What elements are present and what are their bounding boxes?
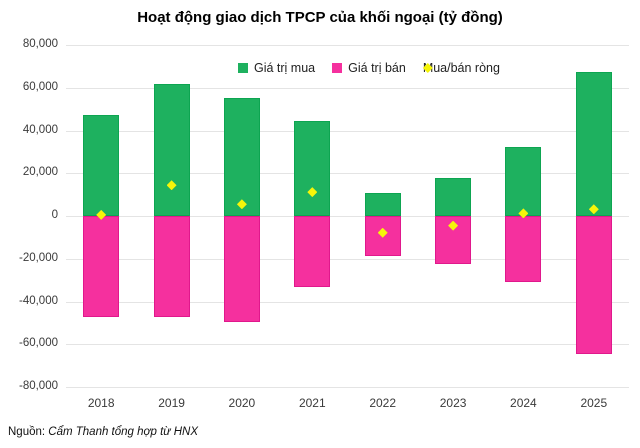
sell-bar[interactable] — [223, 216, 260, 323]
sell-bar[interactable] — [153, 216, 190, 318]
buy-bar[interactable] — [364, 193, 401, 216]
y-axis: 80,000 60,000 40,000 20,000 0 -20,000 -40,000 -… — [0, 0, 58, 448]
gridline — [66, 216, 629, 217]
plot-area: 2018 2019 2020 2021 2022 2023 2024 2025 — [66, 45, 629, 410]
net-diamond-icon — [422, 63, 433, 73]
net-diamond-marker[interactable] — [448, 220, 459, 231]
y-tick-label: 40,000 — [22, 123, 58, 136]
gridline — [66, 130, 629, 132]
gridline — [66, 387, 629, 388]
x-tick-label: 2021 — [298, 396, 326, 410]
legend-item-net[interactable]: Mua/bán ròng — [422, 61, 500, 75]
x-tick-label: 2018 — [87, 396, 115, 410]
legend: Giá trị mua Giá trị bán Mua/bán ròng — [238, 61, 500, 75]
net-diamond-marker[interactable] — [588, 204, 599, 215]
x-tick-label: 2022 — [369, 396, 397, 410]
net-diamond-marker[interactable] — [518, 208, 529, 219]
sell-bar[interactable] — [505, 216, 542, 283]
net-diamond-marker[interactable] — [307, 187, 318, 198]
buy-bar[interactable] — [505, 147, 542, 216]
legend-label-net: Mua/bán ròng — [422, 61, 500, 75]
x-tick-label: 2024 — [510, 396, 537, 410]
net-diamond-marker[interactable] — [236, 199, 247, 210]
x-tick-label: 2020 — [228, 396, 256, 410]
source-prefix: Nguồn: — [8, 426, 49, 438]
net-diamond-marker[interactable] — [96, 209, 107, 220]
buy-bar[interactable] — [153, 83, 190, 216]
gridline — [66, 87, 629, 89]
x-tick-label: 2025 — [580, 396, 608, 410]
legend-item-buy[interactable]: Giá trị mua — [238, 61, 315, 75]
buy-bar[interactable] — [223, 98, 260, 216]
gridline — [66, 301, 629, 303]
gridline — [66, 173, 629, 175]
legend-label-sell: Giá trị bán — [348, 61, 406, 75]
y-tick-label: -80,000 — [18, 380, 58, 392]
gridline — [66, 344, 629, 346]
sell-square-icon — [332, 63, 343, 73]
legend-item-sell[interactable]: Giá trị bán — [332, 61, 406, 75]
buy-bar[interactable] — [294, 120, 331, 216]
sell-bar[interactable] — [83, 216, 120, 317]
buy-bar[interactable] — [575, 71, 612, 216]
y-tick-label: 80,000 — [22, 38, 58, 50]
buy-bar[interactable] — [435, 178, 472, 216]
net-diamond-marker[interactable] — [377, 227, 388, 238]
legend-label-buy: Giá trị mua — [254, 61, 316, 75]
y-tick-label: 20,000 — [22, 166, 58, 179]
chart-title: Hoạt động giao dịch TPCP của khối ngoại … — [137, 9, 503, 26]
buy-square-icon — [238, 63, 248, 73]
sell-bar[interactable] — [294, 216, 331, 288]
y-tick-label: 0 — [51, 209, 58, 221]
gridline — [66, 258, 629, 260]
sell-bar[interactable] — [575, 216, 612, 354]
y-tick-label: -60,000 — [18, 337, 58, 350]
x-tick-label: 2023 — [439, 396, 467, 410]
x-tick-label: 2019 — [158, 396, 185, 410]
y-tick-label: 60,000 — [22, 80, 58, 93]
sell-bar[interactable] — [364, 216, 401, 256]
y-tick-label: -20,000 — [18, 251, 58, 264]
y-tick-label: -40,000 — [18, 294, 58, 307]
source-note: Nguồn: Cẩm Thanh tổng hợp từ HNX — [8, 426, 198, 438]
source-text: Cẩm Thanh tổng hợp từ HNX — [48, 426, 199, 438]
net-diamond-marker[interactable] — [166, 180, 177, 191]
buy-bar[interactable] — [83, 114, 120, 216]
gridline — [66, 45, 629, 46]
